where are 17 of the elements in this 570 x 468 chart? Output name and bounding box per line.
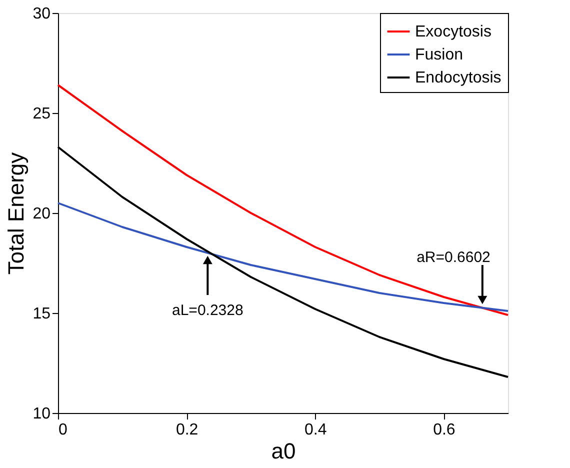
legend-label: Fusion [415,46,464,64]
annotation: aR=0.6602 [416,249,490,266]
legend-label: Exocytosis [415,24,492,40]
y-tick-label: 15 [32,306,51,322]
legend-label: Endocytosis [415,70,502,86]
annotation: aL=0.2328 [172,302,244,319]
x-tick-label: 0.4 [304,422,327,438]
y-tick-label: 30 [32,6,51,22]
y-tick-label: 25 [32,106,51,122]
y-axis-title: Total Energy [4,152,29,275]
y-tick-label: 20 [32,206,51,222]
line-series [57,84,509,316]
x-axis-title: a0 [271,438,296,464]
x-tick-label: 0.6 [433,422,456,438]
y-tick-label: 10 [32,406,51,422]
x-tick-label: 0 [58,422,68,438]
x-tick-label: 0.2 [176,422,198,438]
